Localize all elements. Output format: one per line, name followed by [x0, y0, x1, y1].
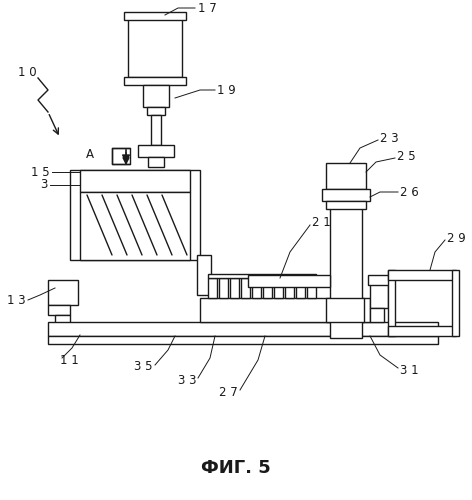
Text: 1 5: 1 5: [31, 166, 50, 178]
Bar: [151, 115, 161, 145]
Bar: [48, 305, 70, 315]
Bar: [138, 145, 174, 157]
Bar: [197, 255, 211, 295]
Bar: [48, 280, 78, 305]
Text: 1 1: 1 1: [60, 354, 79, 366]
Bar: [80, 170, 190, 192]
Bar: [368, 275, 390, 285]
Bar: [219, 278, 228, 298]
Bar: [326, 201, 366, 209]
Bar: [48, 322, 438, 336]
Text: 3: 3: [41, 178, 48, 192]
Bar: [388, 326, 456, 336]
Bar: [285, 278, 294, 298]
Text: 3 5: 3 5: [135, 360, 153, 374]
Bar: [80, 192, 190, 260]
Bar: [128, 15, 182, 77]
Bar: [147, 107, 165, 115]
Text: 1 7: 1 7: [198, 2, 217, 15]
Bar: [48, 336, 438, 344]
Bar: [322, 189, 370, 201]
Bar: [370, 280, 388, 308]
Text: 1 9: 1 9: [217, 84, 236, 96]
Text: 2 3: 2 3: [380, 132, 399, 144]
Text: 2 6: 2 6: [400, 186, 419, 198]
Bar: [388, 270, 395, 336]
Bar: [452, 270, 459, 336]
Bar: [263, 278, 272, 298]
Bar: [55, 315, 70, 323]
Bar: [274, 278, 283, 298]
Bar: [124, 77, 186, 85]
Text: 3 3: 3 3: [177, 374, 196, 386]
Bar: [230, 278, 239, 298]
Text: 2 9: 2 9: [447, 232, 466, 244]
Bar: [148, 157, 164, 167]
Bar: [330, 208, 362, 338]
Bar: [208, 278, 217, 298]
Bar: [326, 163, 366, 189]
Bar: [124, 12, 186, 20]
Text: 3 1: 3 1: [400, 364, 419, 376]
Bar: [326, 298, 364, 322]
Text: 2 5: 2 5: [397, 150, 416, 164]
Bar: [388, 270, 456, 280]
Text: 1 3: 1 3: [8, 294, 26, 306]
Bar: [296, 278, 305, 298]
Text: A: A: [86, 148, 94, 162]
Bar: [248, 275, 330, 287]
Bar: [143, 85, 169, 107]
Bar: [70, 170, 200, 260]
Text: 1 0: 1 0: [18, 66, 37, 78]
Bar: [252, 278, 261, 298]
Text: 2 7: 2 7: [219, 386, 238, 398]
Text: ФИГ. 5: ФИГ. 5: [201, 459, 271, 477]
Bar: [200, 298, 370, 322]
Bar: [208, 274, 316, 278]
Bar: [241, 278, 250, 298]
Bar: [307, 278, 316, 298]
Bar: [112, 148, 130, 164]
Text: 2 1: 2 1: [312, 216, 331, 230]
Bar: [370, 308, 384, 322]
